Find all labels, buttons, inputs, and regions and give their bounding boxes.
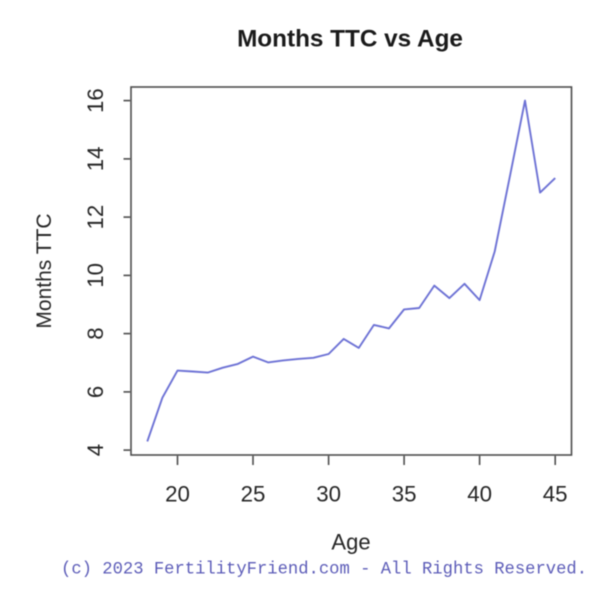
svg-text:10: 10	[83, 263, 108, 288]
svg-text:12: 12	[83, 205, 108, 230]
svg-text:Months TTC vs Age: Months TTC vs Age	[237, 26, 463, 53]
svg-text:35: 35	[392, 482, 417, 507]
svg-text:25: 25	[241, 482, 266, 507]
svg-text:30: 30	[316, 482, 341, 507]
svg-text:4: 4	[83, 444, 108, 456]
svg-text:45: 45	[543, 482, 568, 507]
svg-text:16: 16	[83, 88, 108, 113]
svg-text:40: 40	[467, 482, 492, 507]
svg-text:Months TTC: Months TTC	[33, 213, 56, 328]
svg-text:(c) 2023 FertilityFriend.com -: (c) 2023 FertilityFriend.com - All Right…	[61, 561, 587, 580]
svg-text:20: 20	[165, 482, 190, 507]
svg-text:6: 6	[83, 386, 108, 398]
svg-text:8: 8	[83, 327, 108, 339]
svg-text:14: 14	[83, 146, 108, 171]
svg-text:Age: Age	[331, 529, 370, 554]
